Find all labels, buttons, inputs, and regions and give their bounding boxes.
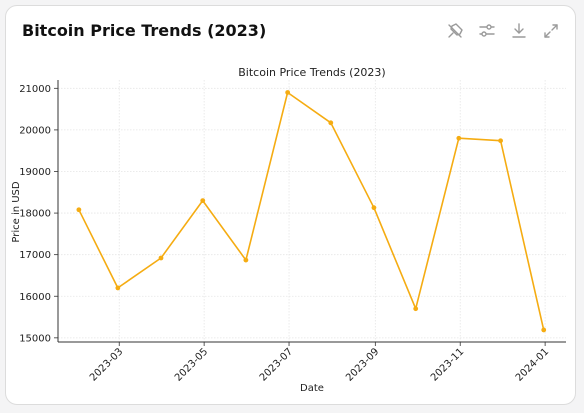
- data-point: [413, 306, 419, 312]
- y-axis-label: Price in USD: [11, 181, 22, 243]
- chart-toolbar: [446, 22, 560, 40]
- chart-title: Bitcoin Price Trends (2023): [238, 66, 385, 79]
- data-point: [200, 198, 206, 204]
- sliders-icon: [479, 24, 495, 37]
- y-tick-label: 16000: [19, 292, 51, 303]
- x-tick-label: 2023-09: [344, 346, 381, 383]
- pin-button[interactable]: [446, 22, 464, 40]
- filter-button[interactable]: [478, 22, 496, 40]
- y-tick-label: 20000: [19, 125, 51, 136]
- x-tick-label: 2023-11: [429, 346, 466, 383]
- data-point: [115, 285, 121, 291]
- expand-icon: [544, 24, 558, 38]
- data-point: [456, 135, 462, 141]
- data-point: [285, 90, 291, 95]
- data-point: [371, 205, 377, 211]
- x-tick-label: 2024-01: [514, 346, 551, 383]
- y-tick-label: 18000: [19, 209, 51, 220]
- series-layer: [76, 90, 547, 333]
- x-tick-label: 2023-03: [88, 346, 125, 383]
- data-point: [158, 255, 164, 261]
- x-tick-label: 2023-07: [258, 346, 295, 383]
- series-line: [78, 91, 545, 331]
- chart-card: Bitcoin Price Trends (2023): [5, 5, 576, 405]
- data-point: [498, 138, 503, 144]
- axes-layer: [57, 80, 566, 343]
- download-button[interactable]: [510, 22, 528, 40]
- download-icon: [512, 23, 526, 38]
- data-point: [328, 120, 334, 126]
- y-tick-label: 21000: [19, 84, 51, 95]
- card-title: Bitcoin Price Trends (2023): [22, 21, 267, 40]
- data-point: [76, 207, 82, 213]
- x-tick-label: 2023-05: [173, 346, 210, 383]
- grid-layer: [58, 80, 566, 342]
- pin-icon: [448, 23, 463, 38]
- y-tick-label: 17000: [19, 250, 51, 261]
- ticks-layer: 15000 16000 17000 18000 19000 20000 21000 2023-…: [19, 84, 551, 384]
- y-tick-label: 15000: [19, 333, 51, 344]
- x-axis-label: Date: [300, 383, 324, 394]
- data-point: [541, 327, 547, 333]
- data-point: [243, 257, 249, 263]
- expand-button[interactable]: [542, 22, 560, 40]
- y-tick-label: 19000: [19, 167, 51, 178]
